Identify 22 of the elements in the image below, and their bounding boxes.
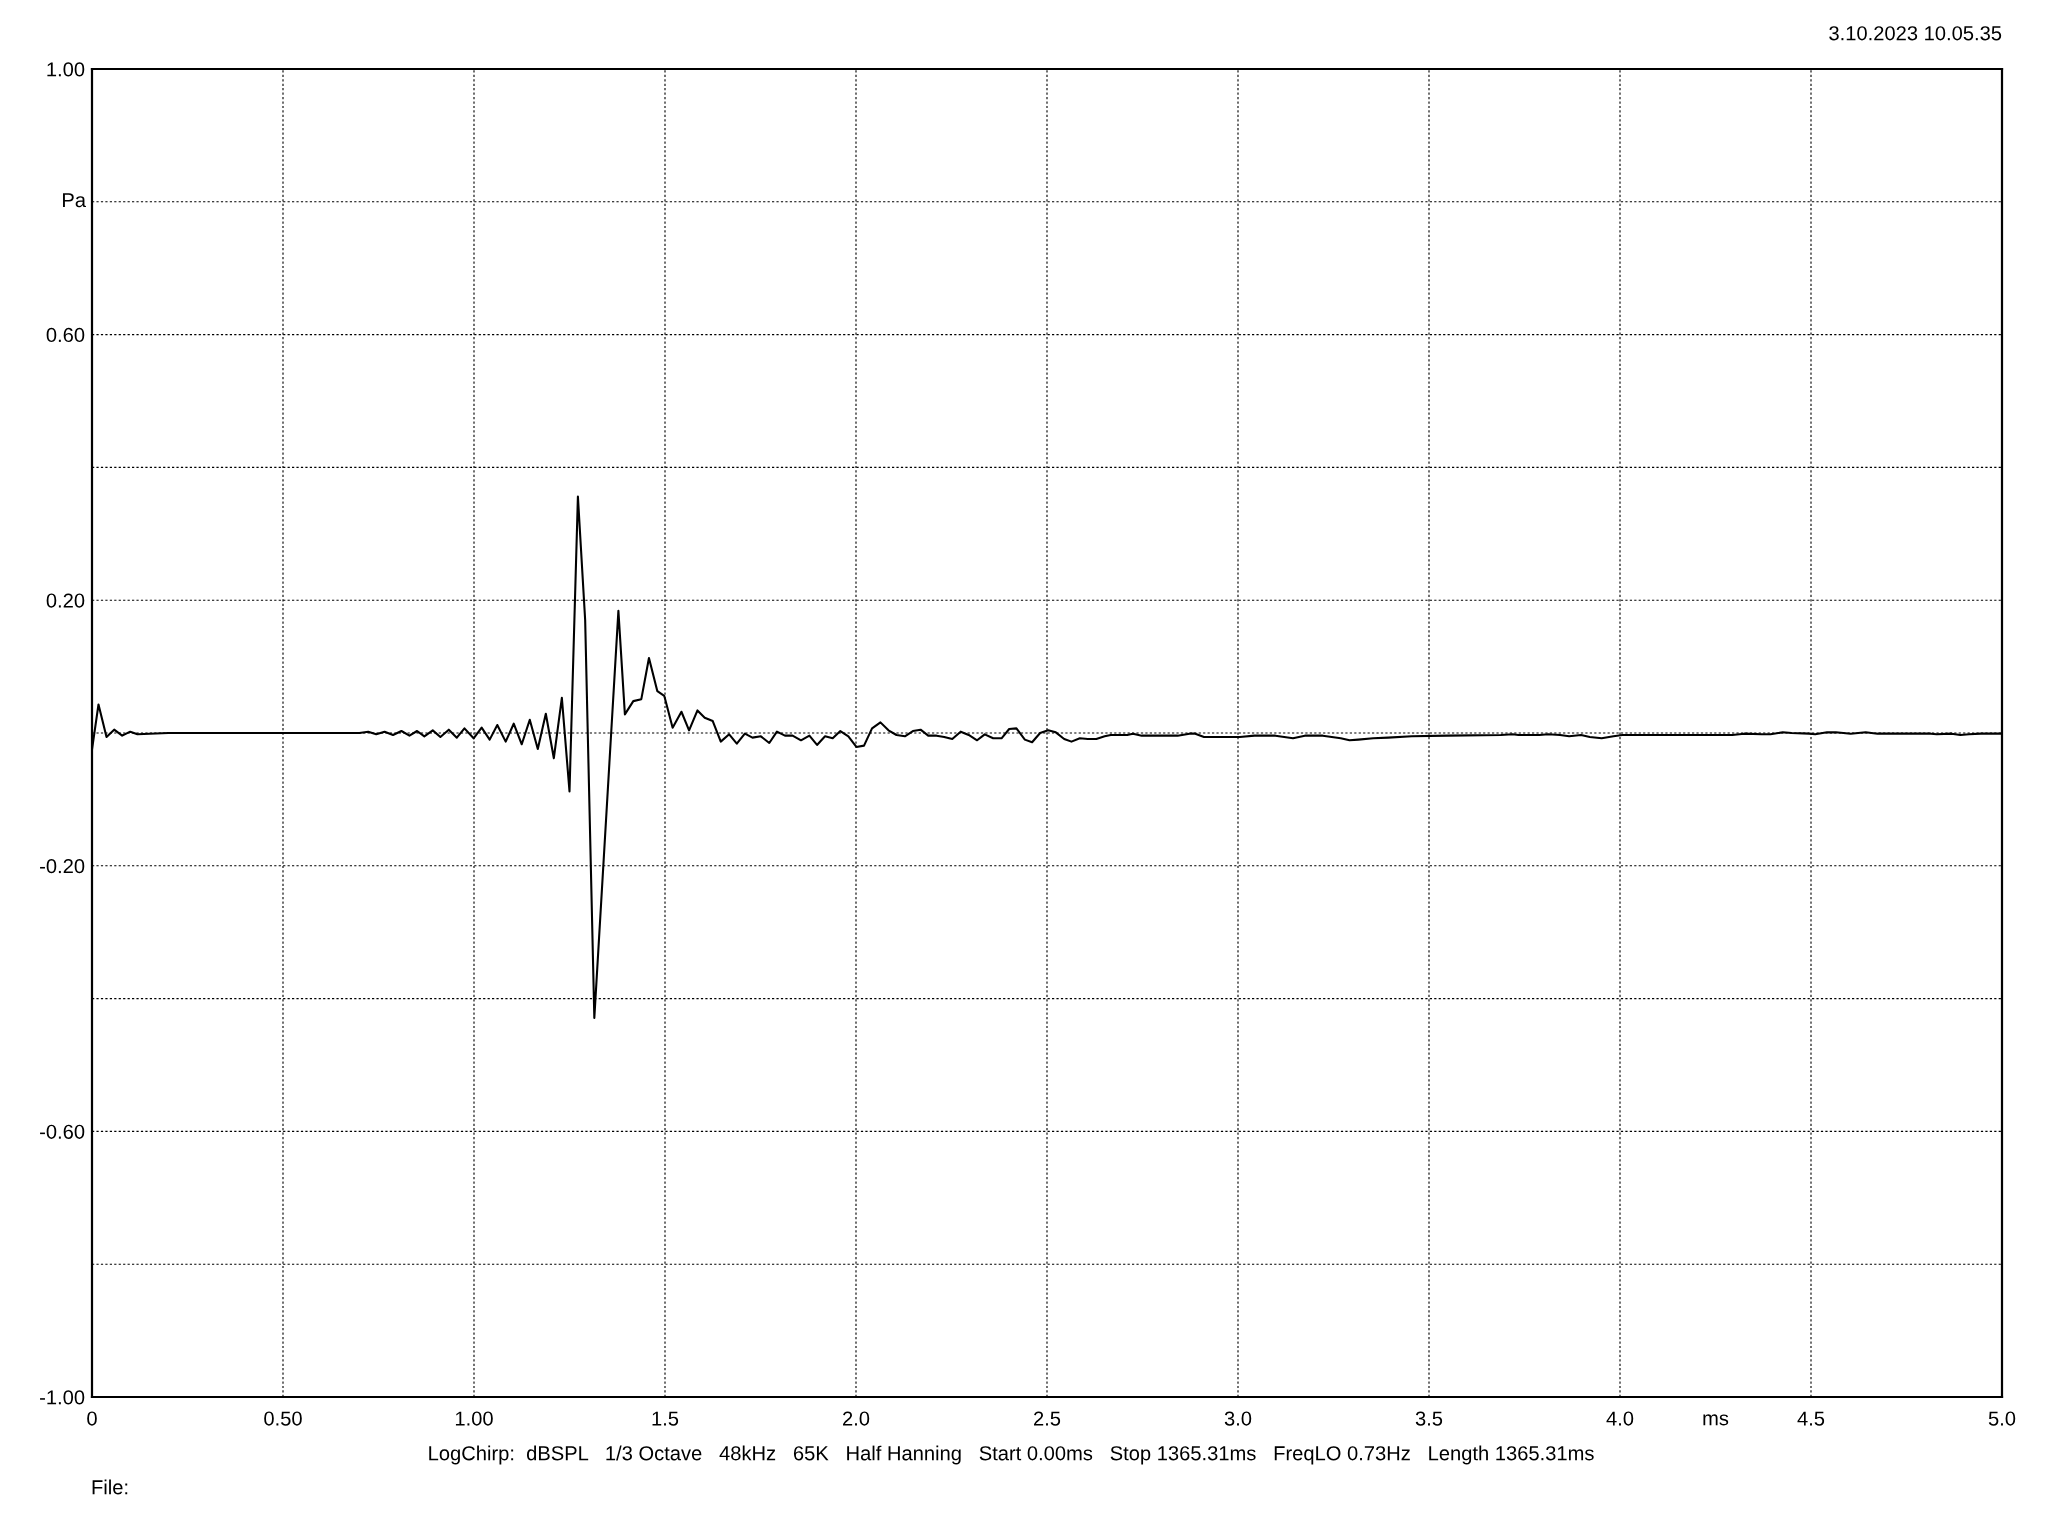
x-axis-title: ms [1703, 1414, 1729, 1426]
x-tick-label: 3.5 [1415, 1411, 1443, 1426]
y-tick-label: -0.60 [40, 1124, 85, 1139]
x-tick-label: 0.50 [264, 1411, 302, 1426]
x-tick-label: 4.5 [1797, 1411, 1825, 1426]
text: 3.10.2023 10.05.35 [1829, 26, 2002, 41]
x-tick-label: 4.0 [1606, 1411, 1634, 1426]
x-tick-label: 2.5 [1034, 1411, 1061, 1426]
x-tick-label: 3.0 [1224, 1411, 1252, 1426]
y-tick-label: 1.00 [47, 62, 85, 77]
x-tick-label: 5.0 [1988, 1411, 2016, 1426]
y-tick-label: 0.60 [46, 327, 85, 343]
y-tick-label: -1.00 [40, 1390, 85, 1405]
text: File: [92, 1479, 128, 1495]
x-tick-label: 2.0 [843, 1411, 870, 1426]
x-tick-label: 0 [87, 1411, 97, 1426]
y-tick-label: 0.20 [46, 593, 85, 608]
x-tick-label: 1.5 [652, 1411, 679, 1426]
y-tick-label: -0.20 [40, 859, 85, 874]
text: LogChirp: dBSPL 1/3 Octave 48kHz 65K Half Hanning Start 0.00ms Stop 1365.31ms FreqLO 0.73Hz Length 1365.31ms [429, 1445, 1594, 1465]
x-tick-label: 1.00 [455, 1411, 493, 1426]
y-axis-title: Pa [63, 193, 86, 208]
